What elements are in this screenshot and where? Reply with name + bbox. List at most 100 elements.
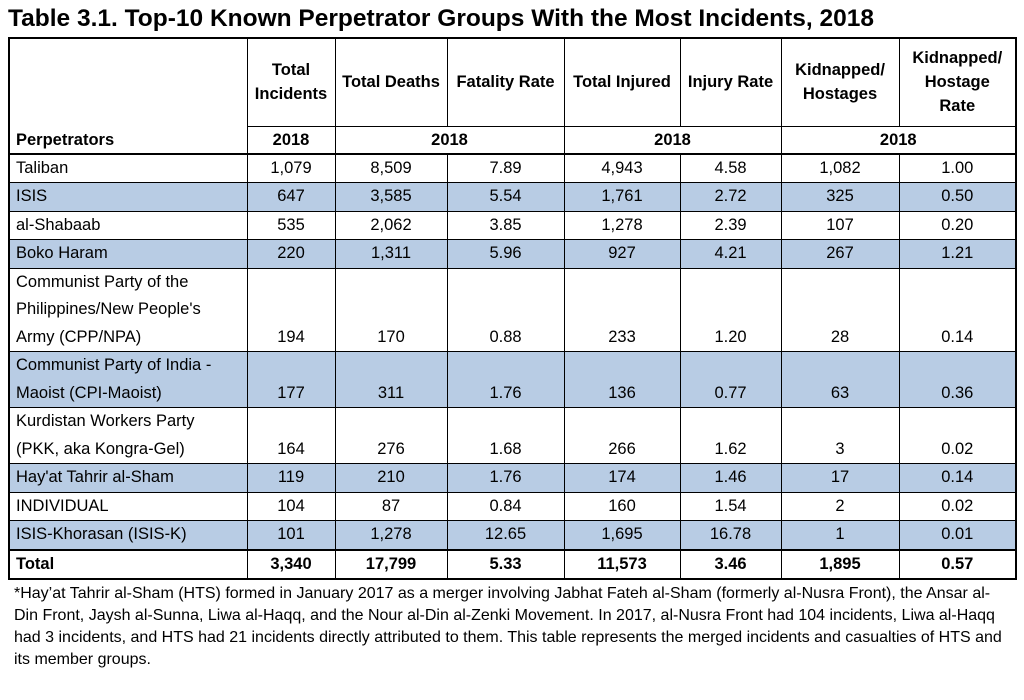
cell-kidnapped-rate: 0.02	[898, 492, 1017, 521]
perpetrator-name: ISIS	[8, 182, 248, 212]
total-kidnapped: 1,895	[780, 548, 900, 580]
header-fatality-rate: Fatality Rate	[446, 37, 565, 126]
table-row: ISIS 647 3,585 5.54 1,761 2.72 325 0.50	[8, 182, 1017, 212]
total-deaths: 17,799	[334, 548, 448, 580]
table-row: Communist Party of the Philippines/New P…	[8, 268, 1017, 352]
cell-injury-rate: 0.77	[679, 351, 782, 408]
cell-injury-rate: 4.58	[679, 153, 782, 183]
cell-injury-rate: 16.78	[679, 520, 782, 550]
cell-injury-rate: 1.62	[679, 407, 782, 464]
cell-deaths: 8,509	[334, 153, 448, 183]
cell-kidnapped-rate: 0.50	[898, 182, 1017, 212]
table-row: ISIS-Khorasan (ISIS-K) 101 1,278 12.65 1,695…	[8, 520, 1017, 550]
table-row: Communist Party of India - Maoist (CPI-M…	[8, 351, 1017, 408]
cell-fatality-rate: 5.54	[446, 182, 565, 212]
cell-fatality-rate: 1.76	[446, 463, 565, 493]
year-label-incidents: 2018	[246, 125, 336, 155]
header-injury-rate: Injury Rate	[679, 37, 782, 126]
year-header-row: Perpetrators 2018 2018 2018 2018	[8, 125, 1017, 155]
cell-fatality-rate: 1.68	[446, 407, 565, 464]
year-label-kidnapped: 2018	[780, 125, 1017, 155]
perpetrator-name: Communist Party of the Philippines/New P…	[8, 268, 248, 352]
cell-fatality-rate: 1.76	[446, 351, 565, 408]
cell-injury-rate: 1.46	[679, 463, 782, 493]
cell-injured: 174	[563, 463, 681, 493]
table-row: Hay'at Tahrir al-Sham 119 210 1.76 174 1.46 17…	[8, 463, 1017, 493]
cell-fatality-rate: 0.88	[446, 268, 565, 352]
header-total-deaths: Total Deaths	[334, 37, 448, 126]
header-perpetrators	[8, 37, 248, 126]
cell-incidents: 119	[246, 463, 336, 493]
total-kidnapped-rate: 0.57	[898, 548, 1017, 580]
cell-kidnapped-rate: 0.01	[898, 520, 1017, 550]
cell-incidents: 194	[246, 268, 336, 352]
cell-injury-rate: 1.20	[679, 268, 782, 352]
cell-fatality-rate: 5.96	[446, 239, 565, 269]
cell-injured: 4,943	[563, 153, 681, 183]
cell-fatality-rate: 3.85	[446, 211, 565, 240]
cell-deaths: 87	[334, 492, 448, 521]
cell-injured: 927	[563, 239, 681, 269]
cell-kidnapped: 267	[780, 239, 900, 269]
total-row: Total 3,340 17,799 5.33 11,573 3.46 1,89…	[8, 548, 1017, 580]
header-total-injured: Total Injured	[563, 37, 681, 126]
perpetrator-name: Taliban	[8, 153, 248, 183]
cell-fatality-rate: 12.65	[446, 520, 565, 550]
cell-incidents: 647	[246, 182, 336, 212]
cell-injury-rate: 2.72	[679, 182, 782, 212]
cell-injured: 160	[563, 492, 681, 521]
cell-kidnapped: 17	[780, 463, 900, 493]
cell-deaths: 1,278	[334, 520, 448, 550]
total-fatality-rate: 5.33	[446, 548, 565, 580]
cell-deaths: 1,311	[334, 239, 448, 269]
cell-kidnapped: 325	[780, 182, 900, 212]
cell-injured: 136	[563, 351, 681, 408]
cell-injured: 1,278	[563, 211, 681, 240]
year-label-injured: 2018	[563, 125, 782, 155]
header-kidnapped-rate: Kidnapped/ Hostage Rate	[898, 37, 1017, 126]
year-label-deaths: 2018	[334, 125, 565, 155]
perpetrator-name: al-Shabaab	[8, 211, 248, 240]
perpetrator-name: Boko Haram	[8, 239, 248, 269]
perpetrator-name: Hay'at Tahrir al-Sham	[8, 463, 248, 493]
cell-injured: 233	[563, 268, 681, 352]
cell-incidents: 177	[246, 351, 336, 408]
total-injury-rate: 3.46	[679, 548, 782, 580]
perpetrator-name: Communist Party of India - Maoist (CPI-M…	[8, 351, 248, 408]
page-title: Table 3.1. Top-10 Known Perpetrator Grou…	[8, 5, 875, 32]
table-row: INDIVIDUAL 104 87 0.84 160 1.54 2 0.02	[8, 492, 1017, 521]
cell-kidnapped-rate: 0.02	[898, 407, 1017, 464]
cell-fatality-rate: 0.84	[446, 492, 565, 521]
cell-kidnapped: 63	[780, 351, 900, 408]
table-row: Kurdistan Workers Party (PKK, aka Kongra…	[8, 407, 1017, 464]
cell-kidnapped-rate: 1.00	[898, 153, 1017, 183]
cell-injury-rate: 1.54	[679, 492, 782, 521]
cell-kidnapped-rate: 1.21	[898, 239, 1017, 269]
cell-incidents: 220	[246, 239, 336, 269]
cell-injured: 266	[563, 407, 681, 464]
total-incidents: 3,340	[246, 548, 336, 580]
cell-deaths: 3,585	[334, 182, 448, 212]
perpetrator-table: Total Incidents Total Deaths Fatality Ra…	[8, 37, 1017, 580]
cell-incidents: 535	[246, 211, 336, 240]
cell-kidnapped: 3	[780, 407, 900, 464]
header-total-incidents: Total Incidents	[246, 37, 336, 126]
total-injured: 11,573	[563, 548, 681, 580]
cell-deaths: 2,062	[334, 211, 448, 240]
perpetrator-name: Kurdistan Workers Party (PKK, aka Kongra…	[8, 407, 248, 464]
perpetrator-name: ISIS-Khorasan (ISIS-K)	[8, 520, 248, 550]
cell-kidnapped-rate: 0.36	[898, 351, 1017, 408]
cell-kidnapped-rate: 0.20	[898, 211, 1017, 240]
cell-incidents: 101	[246, 520, 336, 550]
cell-injury-rate: 2.39	[679, 211, 782, 240]
cell-kidnapped: 2	[780, 492, 900, 521]
cell-deaths: 170	[334, 268, 448, 352]
table-row: Boko Haram 220 1,311 5.96 927 4.21 267 1.21	[8, 239, 1017, 269]
cell-fatality-rate: 7.89	[446, 153, 565, 183]
cell-incidents: 1,079	[246, 153, 336, 183]
cell-injured: 1,761	[563, 182, 681, 212]
cell-incidents: 164	[246, 407, 336, 464]
table-row: al-Shabaab 535 2,062 3.85 1,278 2.39 107 0.20	[8, 211, 1017, 240]
column-header-row: Total Incidents Total Deaths Fatality Ra…	[8, 37, 1017, 126]
table-body: Taliban 1,079 8,509 7.89 4,943 4.58 1,082 1.00 I…	[8, 153, 1017, 550]
